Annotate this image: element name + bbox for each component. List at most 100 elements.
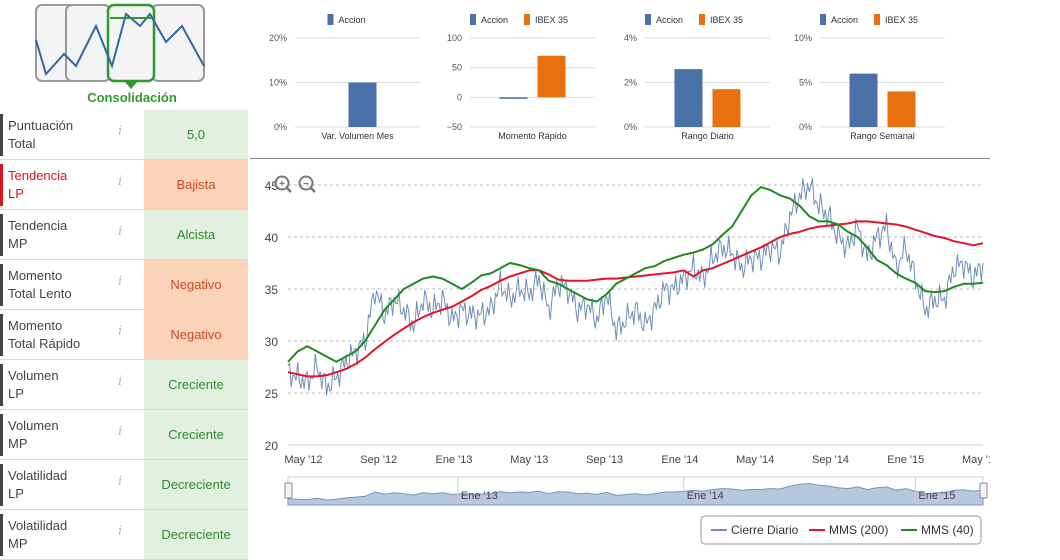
score-label-line2: MP — [8, 536, 28, 551]
legend-label: Accion — [481, 15, 508, 25]
y-tick-label: 40 — [265, 231, 279, 245]
score-label-line1: Volumen — [8, 418, 59, 433]
row-marker — [0, 164, 3, 206]
legend-label: Accion — [656, 15, 683, 25]
score-label-line1: Puntuación — [8, 118, 74, 133]
section-divider — [250, 158, 990, 159]
score-label-line1: Tendencia — [8, 218, 68, 233]
y-tick-label: 20 — [265, 439, 279, 453]
score-value: Creciente — [144, 360, 248, 409]
legend-label[interactable]: Cierre Diario — [731, 523, 799, 537]
x-tick-label: Sep '14 — [812, 454, 849, 466]
score-row: Volumen MP i Creciente — [0, 410, 248, 460]
x-tick-label: Sep '13 — [586, 454, 623, 466]
mini-chart-title: Momento Rápido — [498, 131, 567, 141]
score-label-line2: Total Lento — [8, 286, 72, 301]
info-icon[interactable]: i — [118, 324, 123, 339]
mini-chart-rango-diario: Accion IBEX 35 4% 2% 0% Rango Diario — [624, 14, 770, 141]
info-icon[interactable]: i — [118, 474, 123, 489]
zoom-out-icon[interactable]: − — [298, 175, 316, 193]
info-icon[interactable]: i — [118, 374, 123, 389]
score-label: Tendencia LP — [8, 167, 118, 203]
legend-swatch — [524, 14, 530, 25]
score-label-line1: Volumen — [8, 368, 59, 383]
score-label-line1: Volatilidad — [8, 518, 68, 533]
bar-accion — [849, 73, 878, 127]
legend-swatch — [645, 14, 651, 25]
legend-label: IBEX 35 — [710, 15, 743, 25]
row-marker — [0, 214, 3, 256]
navigator-label: Ene '13 — [461, 490, 498, 502]
score-label-line1: Momento — [8, 268, 63, 283]
row-marker — [0, 114, 3, 156]
score-row: Momento Total Rápido i Negativo — [0, 310, 248, 360]
svg-text:−: − — [303, 179, 309, 190]
bar-accion — [499, 97, 528, 99]
logo-pointer — [124, 81, 138, 89]
info-icon[interactable]: i — [118, 424, 123, 439]
score-label-line1: Tendencia — [8, 168, 68, 183]
mini-chart-title: Var. Volumen Mes — [321, 131, 394, 141]
series-line-mms-200- — [287, 220, 984, 378]
legend-label[interactable]: MMS (40) — [921, 523, 974, 537]
navigator-area — [287, 482, 984, 506]
x-tick-label: May '13 — [510, 454, 548, 466]
mini-chart-rango-semanal: Accion IBEX 35 10% 5% 0% Rango Semanal — [794, 14, 945, 141]
y-tick-label: 25 — [265, 387, 279, 401]
bar-ibex-35 — [887, 91, 916, 127]
score-value: Creciente — [144, 410, 248, 459]
logo-trend-line — [35, 12, 205, 76]
info-icon[interactable]: i — [118, 124, 123, 139]
score-label: Puntuación Total — [8, 117, 118, 153]
y-tick-label: 30 — [265, 335, 279, 349]
y-tick-label: 35 — [265, 283, 279, 297]
score-row: Volumen LP i Creciente — [0, 360, 248, 410]
score-label: Volumen MP — [8, 417, 118, 453]
score-label-line2: LP — [8, 386, 24, 401]
zoom-in-icon[interactable]: + — [274, 175, 292, 193]
score-label-line2: Total Rápido — [8, 336, 81, 351]
info-icon[interactable]: i — [118, 224, 123, 239]
info-icon[interactable]: i — [118, 524, 123, 539]
y-tick-label: −50 — [447, 122, 462, 132]
consolidation-logo — [35, 3, 205, 89]
score-label-line1: Volatilidad — [8, 468, 68, 483]
x-tick-label: Sep '12 — [360, 454, 397, 466]
score-row: Volatilidad LP i Decreciente — [0, 460, 248, 510]
legend-label: Accion — [831, 15, 858, 25]
y-tick-label: 2% — [624, 78, 637, 88]
legend-label[interactable]: MMS (200) — [829, 523, 888, 537]
series-line-cierre-diario — [287, 177, 984, 396]
y-tick-label: 0% — [274, 122, 287, 132]
bar-accion — [674, 69, 703, 127]
info-icon[interactable]: i — [118, 174, 123, 189]
x-tick-label: Ene '14 — [661, 454, 698, 466]
navigator-handle-left[interactable] — [284, 482, 293, 499]
score-value: 5,0 — [144, 110, 248, 159]
score-value: Bajista — [144, 160, 248, 209]
mini-chart-volumen: Accion 20% 10% 0% Var. Volumen Mes — [269, 14, 420, 141]
navigator-label: Ene '14 — [687, 490, 724, 502]
info-icon[interactable]: i — [118, 274, 123, 289]
score-row: Momento Total Lento i Negativo — [0, 260, 248, 310]
logo-caption: Consolidación — [87, 90, 177, 105]
y-tick-label: 10% — [794, 33, 812, 43]
score-value: Negativo — [144, 310, 248, 359]
row-marker — [0, 514, 3, 556]
score-label: Momento Total Rápido — [8, 317, 118, 353]
score-label: Tendencia MP — [8, 217, 118, 253]
score-value: Alcista — [144, 210, 248, 259]
row-marker — [0, 314, 3, 356]
chart-legend — [700, 515, 982, 545]
score-label: Volumen LP — [8, 367, 118, 403]
score-label-line2: LP — [8, 486, 24, 501]
y-tick-label: 100 — [447, 33, 462, 43]
score-row: Puntuación Total i 5,0 — [0, 110, 248, 160]
x-tick-label: May '14 — [736, 454, 774, 466]
score-label-line1: Momento — [8, 318, 63, 333]
legend-label: IBEX 35 — [885, 15, 918, 25]
navigator-handle-right[interactable] — [979, 482, 988, 499]
y-tick-label: 0% — [799, 122, 812, 132]
legend-swatch — [327, 14, 334, 25]
